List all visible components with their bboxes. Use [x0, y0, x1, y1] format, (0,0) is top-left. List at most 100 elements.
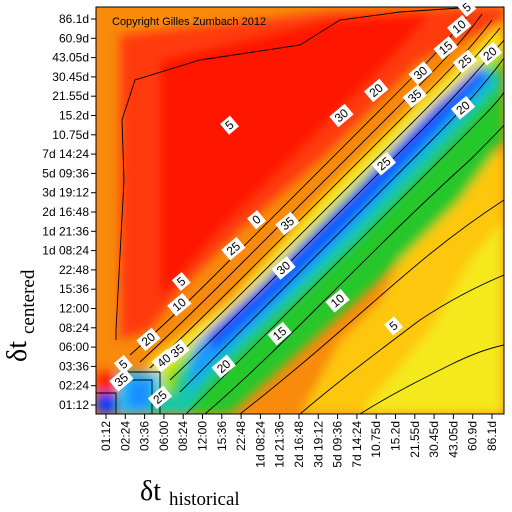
contour-label-box [402, 84, 427, 108]
contour-label-box [167, 292, 192, 317]
y-tick-label: 03:36 [59, 359, 89, 373]
contour-label-box [364, 78, 389, 103]
y-tick-label: 2d 16:48 [42, 205, 89, 219]
x-tick-label: 7d 14:24 [350, 421, 364, 468]
x-tick-label: 08:24 [176, 421, 190, 451]
contour-label: 15 [433, 36, 458, 60]
y-tick-label: 7d 14:24 [42, 147, 89, 161]
contour-label-box [247, 210, 267, 230]
x-tick-label: 2d 16:48 [292, 421, 306, 468]
x-tick-label: 1d 21:36 [273, 421, 287, 468]
x-tick-label: 3d 19:12 [311, 421, 325, 468]
y-tick-label: 22:48 [59, 263, 89, 277]
contour-label: 5 [457, 0, 477, 17]
contour-label: 40 [151, 348, 177, 373]
x-tick-label: 86.1d [485, 421, 499, 451]
y-tick-label: 86.1d [59, 12, 89, 26]
x-tick-label: 1d 08:24 [253, 421, 267, 468]
x-tick-label: 03:36 [138, 421, 152, 451]
y-axis-title-main: δt [2, 341, 33, 362]
contour-label-box [113, 354, 133, 375]
x-tick-label: 43.05d [446, 421, 460, 458]
y-tick-label: 1d 21:36 [42, 224, 89, 238]
y-tick-label: 1d 08:24 [42, 244, 89, 258]
y-tick-label: 12:00 [59, 302, 89, 316]
x-tick-label: 30.45d [427, 421, 441, 458]
contour-label-box [457, 0, 477, 17]
contour-label-box [408, 61, 433, 85]
x-tick-label: 10.75d [369, 421, 383, 458]
y-tick-label: 3d 19:12 [42, 186, 89, 200]
contour-label-box [267, 321, 292, 346]
contour-label-box [477, 41, 503, 66]
contour-label-box [171, 271, 191, 292]
contour-label: 5 [113, 354, 133, 375]
contour-label-box [450, 95, 476, 120]
x-tick-label: 12:00 [196, 421, 210, 451]
y-tick-label: 06:00 [59, 340, 89, 354]
y-axis-title: δt centered [2, 269, 39, 362]
x-tick-label: 60.9d [466, 421, 480, 451]
contour-label: 25 [452, 49, 478, 74]
contour-label: 20 [136, 327, 161, 352]
y-tick-label: 01:12 [59, 398, 89, 412]
x-tick-label: 01:12 [99, 421, 113, 451]
contour-label: 5 [171, 271, 191, 292]
contour-label-box [151, 348, 177, 373]
contour-label: 30 [329, 103, 354, 128]
contour-label: 20 [450, 95, 476, 120]
contour-label: 20 [477, 41, 503, 66]
contour-label: 25 [221, 236, 246, 261]
contour-label: 20 [364, 78, 389, 103]
x-tick-label: 22:48 [234, 421, 248, 451]
x-tick-label: 06:00 [157, 421, 171, 451]
contour-label: 10 [447, 14, 472, 39]
contour-label-box [329, 103, 354, 128]
x-axis-title-main: δt [140, 476, 161, 507]
contour-label: 10 [325, 288, 350, 313]
contour-label-box [271, 256, 296, 280]
y-tick-label: 5d 09:36 [42, 166, 89, 180]
x-tick-label: 21.55d [408, 421, 422, 458]
contour-label-box [384, 316, 404, 336]
copyright-annotation: Copyright Gilles Zumbach 2012 [112, 16, 266, 28]
contour-label-box [136, 327, 161, 352]
contour-label: 5 [384, 316, 404, 336]
contour-label-box [275, 211, 300, 236]
y-tick-label: 60.9d [59, 31, 89, 45]
contour-label: 35 [402, 84, 427, 108]
contour-label: 35 [275, 211, 300, 236]
x-tick-label: 15.2d [389, 421, 403, 451]
y-tick-label: 30.45d [52, 70, 89, 84]
x-tick-label: 5d 09:36 [331, 421, 345, 468]
contour-label: 35 [109, 368, 134, 392]
contour-label-box [371, 151, 397, 176]
y-tick-label: 15:36 [59, 282, 89, 296]
contour-label-box [325, 288, 350, 313]
contour-label: 10 [167, 292, 192, 317]
y-tick-label: 21.55d [52, 89, 89, 103]
contour-label: 5 [220, 115, 239, 135]
y-axis: 01:12 02:24 03:36 06:00 08:24 12:00 15:36 22:48… [42, 12, 96, 412]
contour-label-box [147, 385, 173, 410]
y-axis-title-sub: centered [18, 269, 39, 334]
contour-label: 15 [267, 321, 292, 346]
contour-label: 30 [271, 256, 296, 280]
contour-label-box [221, 236, 246, 261]
x-axis-title-sub: historical [169, 489, 240, 510]
contour-label-box [109, 368, 134, 392]
y-tick-label: 15.2d [59, 109, 89, 123]
contour-label-box [211, 354, 236, 379]
y-tick-label: 43.05d [52, 51, 89, 65]
contour-label-box [447, 14, 472, 39]
y-tick-label: 02:24 [59, 379, 89, 393]
contour-label: 25 [371, 151, 397, 176]
contour-label-box [433, 36, 458, 60]
contour-label: 25 [147, 385, 173, 410]
x-axis-title: δt historical [140, 476, 240, 510]
contour-label-box [220, 115, 239, 135]
x-tick-label: 02:24 [118, 421, 132, 451]
contour-label: 0 [247, 210, 267, 230]
